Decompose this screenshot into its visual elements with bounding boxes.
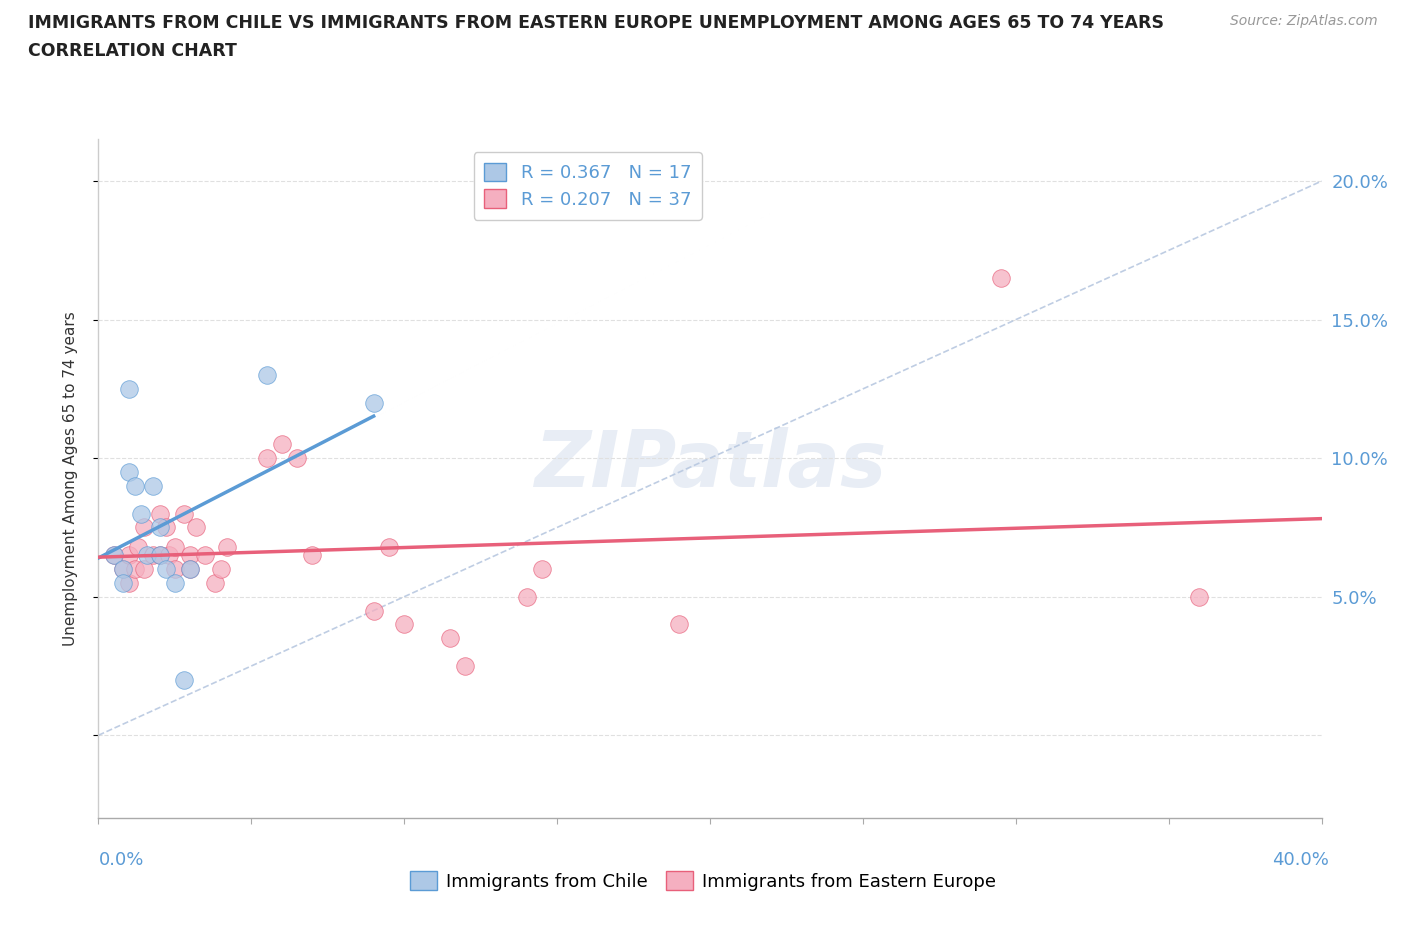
Point	[163, 539, 186, 554]
Point	[111, 576, 134, 591]
Legend: R = 0.367   N = 17, R = 0.207   N = 37: R = 0.367 N = 17, R = 0.207 N = 37	[474, 152, 702, 219]
Point	[270, 437, 292, 452]
Point	[363, 395, 385, 410]
Text: Source: ZipAtlas.com: Source: ZipAtlas.com	[1230, 14, 1378, 28]
Point	[285, 451, 308, 466]
Point	[127, 539, 149, 554]
Point	[111, 562, 134, 577]
Point	[194, 548, 217, 563]
Point	[179, 548, 201, 563]
Point	[186, 520, 208, 535]
Point	[173, 506, 195, 521]
Point	[134, 562, 156, 577]
Point	[173, 672, 195, 687]
Point	[142, 478, 165, 493]
Text: IMMIGRANTS FROM CHILE VS IMMIGRANTS FROM EASTERN EUROPE UNEMPLOYMENT AMONG AGES : IMMIGRANTS FROM CHILE VS IMMIGRANTS FROM…	[28, 14, 1164, 32]
Point	[256, 367, 278, 382]
Point	[111, 562, 134, 577]
Point	[209, 562, 232, 577]
Point	[163, 562, 186, 577]
Point	[179, 562, 201, 577]
Point	[142, 548, 165, 563]
Point	[118, 548, 141, 563]
Point	[155, 520, 177, 535]
Point	[149, 548, 172, 563]
Point	[134, 520, 156, 535]
Point	[378, 539, 401, 554]
Point	[204, 576, 226, 591]
Point	[136, 548, 159, 563]
Point	[103, 548, 125, 563]
Point	[516, 590, 538, 604]
Point	[118, 381, 141, 396]
Point	[157, 548, 180, 563]
Point	[124, 478, 146, 493]
Point	[363, 604, 385, 618]
Text: ZIPatlas: ZIPatlas	[534, 428, 886, 503]
Point	[179, 562, 201, 577]
Point	[103, 548, 125, 563]
Legend: Immigrants from Chile, Immigrants from Eastern Europe: Immigrants from Chile, Immigrants from E…	[402, 864, 1004, 897]
Point	[118, 465, 141, 480]
Point	[530, 562, 553, 577]
Point	[163, 576, 186, 591]
Point	[439, 631, 461, 645]
Point	[129, 506, 152, 521]
Text: CORRELATION CHART: CORRELATION CHART	[28, 42, 238, 60]
Y-axis label: Unemployment Among Ages 65 to 74 years: Unemployment Among Ages 65 to 74 years	[63, 312, 77, 646]
Point	[124, 562, 146, 577]
Point	[155, 562, 177, 577]
Point	[454, 658, 477, 673]
Point	[668, 617, 690, 631]
Point	[392, 617, 416, 631]
Point	[215, 539, 238, 554]
Point	[118, 576, 141, 591]
Point	[149, 520, 172, 535]
Point	[301, 548, 323, 563]
Point	[1188, 590, 1211, 604]
Point	[256, 451, 278, 466]
Text: 0.0%: 0.0%	[98, 851, 143, 870]
Point	[149, 548, 172, 563]
Point	[990, 271, 1012, 286]
Point	[149, 506, 172, 521]
Text: 40.0%: 40.0%	[1272, 851, 1329, 870]
